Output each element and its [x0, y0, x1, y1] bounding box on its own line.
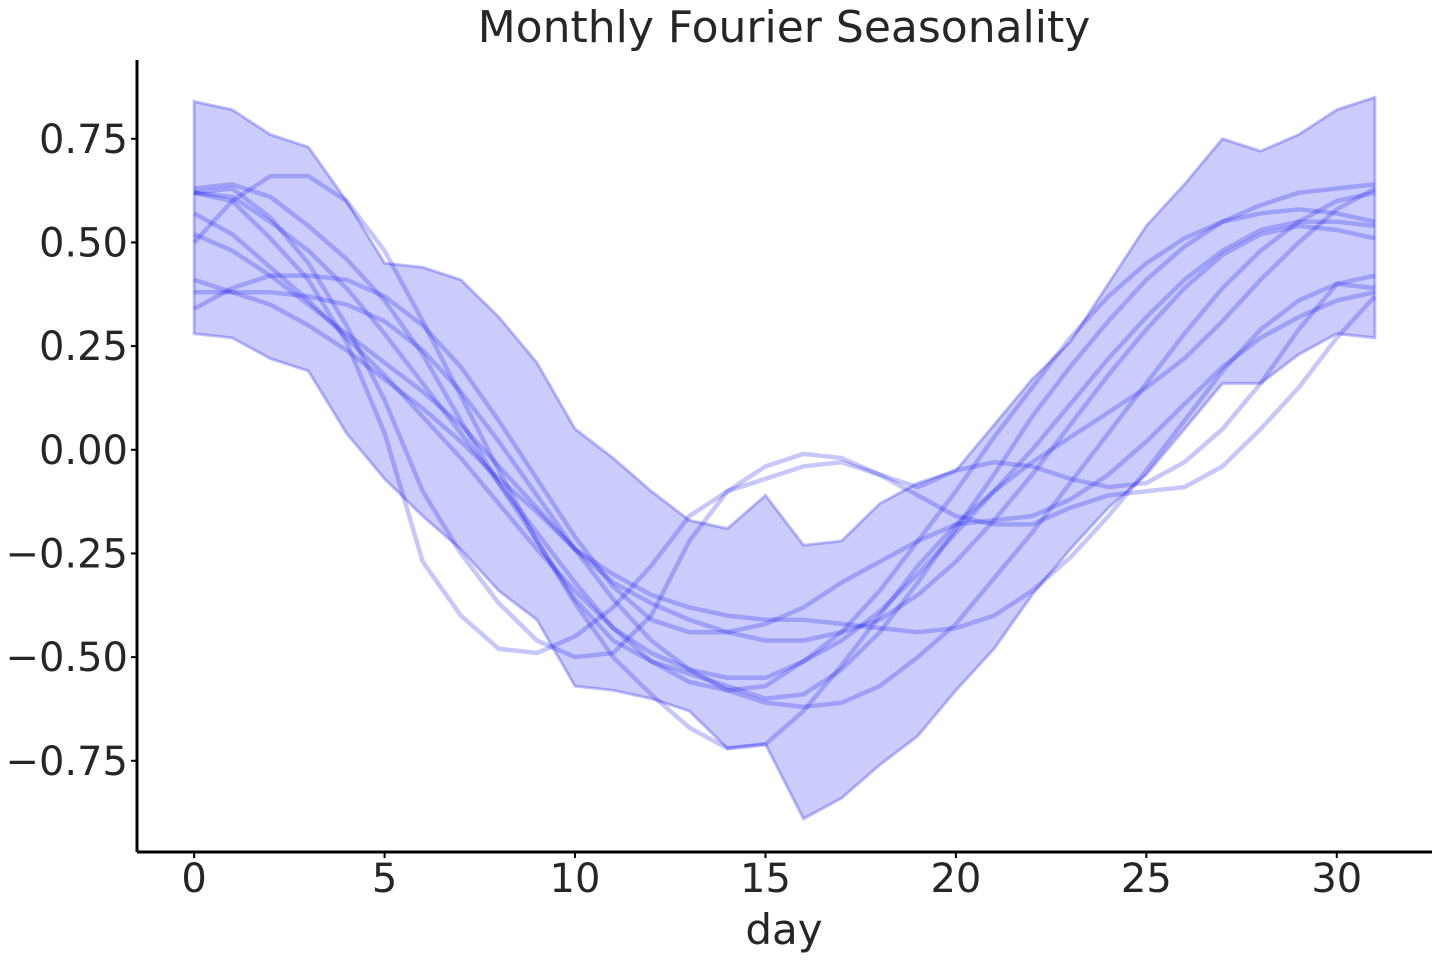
x-axis-label: day — [745, 905, 822, 954]
series-line-3 — [193, 211, 1376, 681]
x-tick-label: 30 — [1311, 856, 1362, 902]
y-tick-label: −0.25 — [5, 531, 128, 577]
y-tick-label: 0.00 — [39, 428, 128, 474]
plot-area — [192, 95, 1377, 821]
x-tick-label: 10 — [550, 856, 601, 902]
series-line-8 — [192, 173, 1376, 751]
y-tick-label: −0.50 — [5, 635, 128, 681]
series-line-4 — [193, 223, 1376, 643]
series-line-1 — [193, 182, 1376, 701]
series-line-7 — [193, 273, 1376, 635]
chart-title: Monthly Fourier Seasonality — [478, 2, 1091, 53]
series-line-6 — [193, 277, 1376, 635]
y-axis-ticks: 0.75 0.50 0.25 0.00 −0.25 −0.50 −0.75 — [5, 117, 137, 785]
series-line-10 — [193, 190, 1376, 656]
x-tick-label: 5 — [372, 856, 397, 902]
y-tick-label: 0.25 — [39, 324, 128, 370]
series-line-5 — [194, 190, 1376, 710]
x-tick-label: 15 — [740, 856, 791, 902]
uncertainty-band — [192, 95, 1377, 821]
y-tick-label: 0.75 — [39, 117, 128, 163]
y-tick-label: −0.75 — [5, 739, 128, 785]
series-line-2 — [193, 190, 1376, 693]
x-tick-label: 20 — [930, 856, 981, 902]
series-line-9 — [193, 186, 1377, 660]
x-axis-ticks: 0 5 10 15 20 25 30 — [181, 852, 1362, 902]
x-tick-label: 0 — [181, 856, 206, 902]
y-tick-label: 0.50 — [39, 220, 128, 266]
x-tick-label: 25 — [1121, 856, 1172, 902]
